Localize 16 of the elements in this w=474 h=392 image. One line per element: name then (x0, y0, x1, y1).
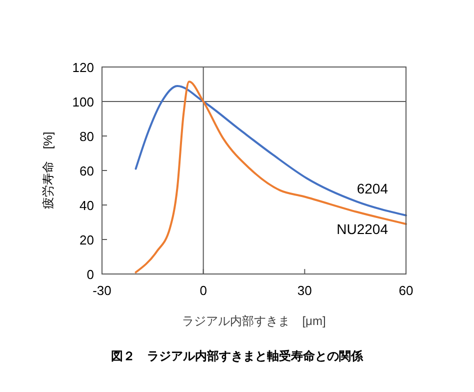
y-tick-label: 60 (80, 164, 94, 178)
text: 図２ ラジアル内部すきまと軸受寿命との関係 (111, 349, 364, 363)
y-tick-label: 80 (80, 129, 94, 144)
y-axis-title: 疲労寿命 [%] (41, 132, 55, 210)
series-label: NU2204 (336, 220, 388, 237)
x-tick-label: 60 (398, 283, 414, 298)
x-axis-title: ラジアル内部すきま [μm] (182, 314, 326, 328)
y-tick-label: 20 (80, 232, 94, 248)
y-tick-label: 120 (72, 60, 94, 75)
x-tick-label: 30 (297, 283, 312, 298)
y-tick-label: 100 (72, 94, 94, 110)
x-tick-label: 0 (200, 283, 207, 298)
x-tick-label: -30 (92, 283, 112, 298)
y-tick-label: 40 (80, 198, 94, 213)
y-tick-label: 0 (86, 267, 94, 282)
series-label: 6204 (356, 180, 388, 196)
